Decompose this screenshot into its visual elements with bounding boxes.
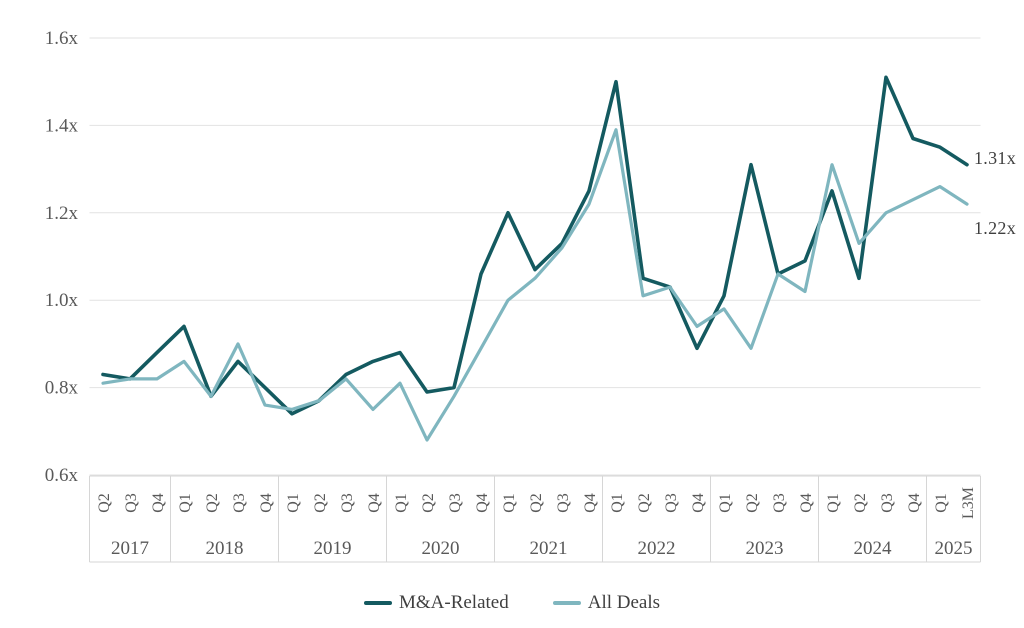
quarter-tick-label: Q3 bbox=[339, 493, 356, 513]
quarter-tick-label: Q1 bbox=[393, 493, 410, 513]
quarter-tick-label: Q3 bbox=[447, 493, 464, 513]
series-line-all-deals bbox=[101, 128, 969, 442]
quarter-tick-label: L3M bbox=[960, 487, 977, 519]
legend: M&A-Related All Deals bbox=[0, 592, 1024, 614]
quarter-tick-label: Q4 bbox=[798, 493, 815, 513]
year-label: 2025 bbox=[935, 538, 973, 559]
year-label: 2021 bbox=[530, 538, 568, 559]
quarter-tick-label: Q3 bbox=[879, 493, 896, 513]
all-deals-line-swatch-icon bbox=[552, 601, 581, 605]
quarter-tick-label: Q2 bbox=[312, 493, 329, 513]
line-chart: 1.6x 1.4x 1.2x 1.0x 0.8x 0.6x 2017 2018 2019 2020… bbox=[45, 28, 981, 563]
quarter-tick-label: Q3 bbox=[231, 493, 248, 513]
legend-item-all-deals: All Deals bbox=[552, 592, 661, 614]
year-label: 2020 bbox=[422, 538, 460, 559]
quarter-tick-label: Q2 bbox=[204, 493, 221, 513]
quarter-tick-label: Q3 bbox=[663, 493, 680, 513]
quarter-tick-label: Q4 bbox=[474, 493, 491, 513]
quarter-tick-label: Q1 bbox=[933, 493, 950, 513]
y-axis-tick-label: 1.4x bbox=[45, 115, 79, 136]
quarter-tick-label: Q3 bbox=[123, 493, 140, 513]
quarter-tick-label: Q4 bbox=[258, 493, 275, 513]
series-end-label-ma-related: 1.31x bbox=[974, 147, 1016, 168]
quarter-tick-label: Q3 bbox=[771, 493, 788, 513]
quarter-tick-label: Q1 bbox=[177, 493, 194, 513]
quarter-tick-label: Q4 bbox=[906, 493, 923, 513]
series-line-ma-related bbox=[101, 75, 969, 416]
quarter-tick-label: Q4 bbox=[366, 493, 383, 513]
quarter-tick-label: Q1 bbox=[501, 493, 518, 513]
quarter-tick-label: Q1 bbox=[717, 493, 734, 513]
quarter-tick-label: Q4 bbox=[150, 493, 167, 513]
legend-label-ma-related: M&A-Related bbox=[398, 592, 509, 613]
y-axis-tick-label: 0.8x bbox=[45, 378, 79, 399]
y-axis-tick-label: 1.6x bbox=[45, 28, 79, 49]
quarter-tick-label: Q2 bbox=[528, 493, 545, 513]
y-axis-tick-label: 1.0x bbox=[45, 290, 79, 311]
y-axis-tick-label: 1.2x bbox=[45, 203, 79, 224]
ma-related-line-swatch-icon bbox=[363, 601, 392, 605]
quarter-tick-label: Q2 bbox=[744, 493, 761, 513]
quarter-tick-label: Q3 bbox=[555, 493, 572, 513]
year-label: 2018 bbox=[206, 538, 244, 559]
quarter-tick-label: Q2 bbox=[852, 493, 869, 513]
quarter-tick-label: Q1 bbox=[825, 493, 842, 513]
y-axis-tick-label: 0.6x bbox=[45, 465, 79, 486]
quarter-tick-label: Q2 bbox=[636, 493, 653, 513]
year-label: 2019 bbox=[314, 538, 352, 559]
quarter-tick-label: Q2 bbox=[96, 493, 113, 513]
quarter-tick-label: Q1 bbox=[285, 493, 302, 513]
year-label: 2017 bbox=[111, 538, 149, 559]
year-label: 2023 bbox=[746, 538, 784, 559]
quarter-tick-label: Q4 bbox=[690, 493, 707, 513]
year-label: 2024 bbox=[854, 538, 893, 559]
legend-label-all-deals: All Deals bbox=[587, 592, 661, 613]
series-end-label-all-deals: 1.22x bbox=[974, 218, 1016, 239]
quarter-tick-label: Q2 bbox=[420, 493, 437, 513]
legend-item-ma-related: M&A-Related bbox=[363, 592, 509, 614]
year-label: 2022 bbox=[638, 538, 676, 559]
quarter-tick-label: Q4 bbox=[582, 493, 599, 513]
quarter-tick-label: Q1 bbox=[609, 493, 626, 513]
